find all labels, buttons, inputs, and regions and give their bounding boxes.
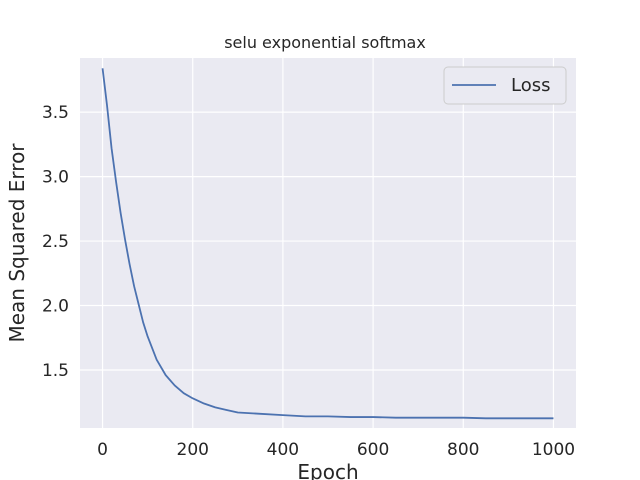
- y-tick-label: 1.5: [42, 361, 69, 381]
- x-tick-label: 800: [447, 440, 479, 460]
- ticks: 0 200 400 600 800 1000 1.5 2.0 2.5 3.0 3.5: [42, 103, 575, 460]
- x-tick-label: 200: [177, 440, 209, 460]
- legend-label-loss: Loss: [511, 75, 550, 96]
- y-tick-label: 3.0: [42, 168, 69, 188]
- y-tick-label: 3.5: [42, 103, 69, 123]
- y-tick-label: 2.0: [42, 297, 69, 317]
- legend-box: [443, 66, 567, 105]
- plot-background: [80, 58, 576, 428]
- x-axis-label: Epoch: [297, 460, 358, 480]
- y-axis-label: Mean Squared Error: [5, 143, 29, 343]
- x-tick-label: 1000: [532, 440, 575, 460]
- x-tick-label: 600: [357, 440, 389, 460]
- legend: Loss: [443, 66, 567, 105]
- x-tick-label: 400: [267, 440, 299, 460]
- x-tick-label: 0: [97, 440, 108, 460]
- y-tick-label: 2.5: [42, 232, 69, 252]
- chart-title: selu exponential softmax: [224, 33, 426, 52]
- series-layer: [101, 68, 554, 420]
- series-line-loss: [101, 68, 554, 420]
